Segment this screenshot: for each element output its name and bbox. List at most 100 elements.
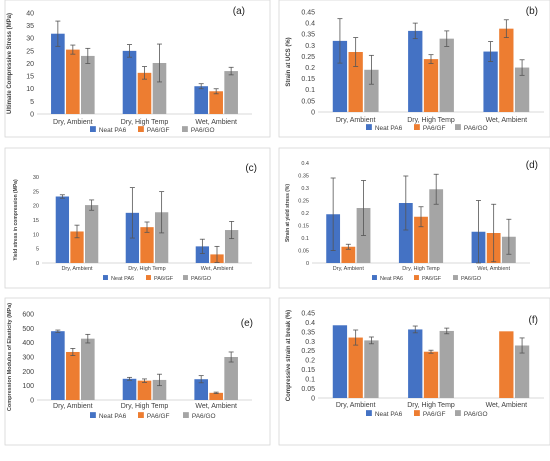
legend-swatch <box>103 275 108 280</box>
bar-pa6-go <box>439 330 454 398</box>
y-tick-label: 200 <box>22 369 34 376</box>
panel-tag: (c) <box>245 163 257 174</box>
legend-label: Neat PA6 <box>99 413 127 420</box>
legend-swatch <box>90 412 96 418</box>
y-axis-label: Ultimate Compressive Stress (MPa) <box>7 13 13 114</box>
bar-pa6-gf <box>137 72 152 114</box>
y-tick-label: 600 <box>22 311 34 318</box>
y-tick-label: 0.15 <box>298 223 309 229</box>
bar-neat-pa6 <box>51 331 65 400</box>
bar-pa6-gf <box>140 227 154 263</box>
legend-swatch <box>414 124 420 130</box>
y-tick-label: 300 <box>22 354 34 361</box>
y-tick-label: 0.05 <box>298 248 309 254</box>
legend-swatch <box>372 275 377 280</box>
y-tick-label: 0.45 <box>301 310 315 317</box>
x-category-label: Dry, Ambient <box>61 266 93 272</box>
y-tick-label: 100 <box>22 383 34 390</box>
x-category-label: Wet, Ambient <box>195 403 237 410</box>
y-tick-label: 20 <box>33 204 39 210</box>
legend-swatch <box>90 126 96 132</box>
y-tick-label: 0.1 <box>305 87 315 94</box>
legend-swatch <box>182 126 188 132</box>
y-tick-label: 0.2 <box>305 358 315 365</box>
bar-pa6-gf <box>66 351 80 400</box>
y-tick-label: 500 <box>22 326 34 333</box>
bar-neat-pa6 <box>483 51 498 112</box>
y-tick-label: 0.25 <box>301 54 315 61</box>
bar-pa6-gf <box>341 246 356 263</box>
panel-e: 0 100 200 300 400 500 600 Compression Modulus o… <box>4 297 271 446</box>
panel-tag: (b) <box>526 6 538 17</box>
legend-swatch <box>366 124 372 130</box>
y-tick-label: 5 <box>30 99 34 106</box>
legend-swatch <box>455 410 461 416</box>
panel-a: 0 5 10 15 20 25 30 35 40 Ultimate Compressive Str… <box>4 0 271 138</box>
bar-pa6-gf <box>423 351 439 398</box>
panel-frame <box>4 0 271 138</box>
x-category-label: Wet, Ambient <box>486 402 528 409</box>
panel-d: 0 0.05 0.1 0.15 0.2 0.25 0.3 0.35 0.4 Strain at y… <box>278 147 550 289</box>
bar-pa6-go <box>224 71 238 114</box>
bar-neat-pa6 <box>332 40 348 113</box>
y-tick-label: 0 <box>311 109 315 116</box>
y-tick-label: 25 <box>33 189 39 195</box>
y-tick-label: 0.3 <box>305 339 315 346</box>
bar-pa6-go <box>439 38 454 112</box>
y-tick-label: 0.4 <box>305 21 315 28</box>
bar-pa6-go <box>429 189 444 263</box>
legend-label: Neat PA6 <box>99 127 127 134</box>
x-category-label: Dry, High Temp <box>121 403 169 410</box>
bar-pa6-gf <box>499 28 514 113</box>
bar-pa6-gf <box>66 49 80 114</box>
y-tick-label: 15 <box>33 218 39 224</box>
panel-frame <box>278 0 550 138</box>
bar-neat-pa6 <box>332 325 348 398</box>
bar-pa6-gf <box>209 91 223 114</box>
legend-label: PA6/GO <box>464 125 488 132</box>
panel-f: 0 0.05 0.1 0.15 0.2 0.25 0.3 0.35 0.4 0.45 Compres… <box>278 297 550 446</box>
y-tick-label: 0.1 <box>305 377 315 384</box>
panel-frame <box>278 297 550 446</box>
panel-b: 0 0.05 0.1 0.15 0.2 0.25 0.3 0.35 0.4 0.45 Strain … <box>278 0 550 138</box>
x-category-label: Dry, Ambient <box>53 403 93 410</box>
bar-pa6-gf <box>209 392 223 400</box>
x-category-label: Wet, Ambient <box>195 119 237 126</box>
legend-label: PA6/GF <box>147 127 170 134</box>
y-axis-label: Strain at UCS (%) <box>286 37 292 86</box>
bar-neat-pa6 <box>194 379 208 400</box>
y-axis-label: Yield stress in compression (MPa) <box>13 179 19 261</box>
bar-neat-pa6 <box>195 246 210 263</box>
bar-pa6-gf <box>137 380 152 400</box>
legend-label: PA6/GF <box>423 125 446 132</box>
y-tick-label: 0 <box>30 111 34 118</box>
y-tick-label: 0.1 <box>301 236 309 242</box>
legend-swatch <box>138 126 144 132</box>
bar-neat-pa6 <box>122 50 137 114</box>
panel-frame <box>4 147 271 289</box>
x-category-label: Dry, Ambient <box>336 402 376 409</box>
y-tick-label: 0.3 <box>301 186 309 192</box>
x-category-label: Dry, Ambient <box>336 117 376 124</box>
y-tick-label: 0 <box>311 395 315 402</box>
legend-label: PA6/GO <box>461 276 482 282</box>
x-category-label: Wet, Ambient <box>201 266 234 272</box>
legend-label: PA6/GO <box>191 127 215 134</box>
legend-swatch <box>138 412 144 418</box>
y-tick-label: 0.35 <box>301 329 315 336</box>
x-category-label: Dry, High Temp <box>407 402 455 409</box>
bar-neat-pa6 <box>398 203 413 263</box>
x-category-label: Dry, High Temp <box>121 119 169 126</box>
bar-pa6-go <box>154 212 169 263</box>
y-tick-label: 0.15 <box>301 367 315 374</box>
y-tick-label: 30 <box>26 36 34 43</box>
y-axis-label: Strain at yield stress (%) <box>285 184 291 242</box>
y-tick-label: 0.2 <box>305 65 315 72</box>
legend-label: PA6/GF <box>422 276 442 282</box>
y-tick-label: 10 <box>26 86 34 93</box>
y-tick-label: 10 <box>33 232 39 238</box>
x-category-label: Wet, Ambient <box>477 266 510 272</box>
bar-neat-pa6 <box>55 196 70 263</box>
y-tick-label: 0.35 <box>298 173 309 179</box>
